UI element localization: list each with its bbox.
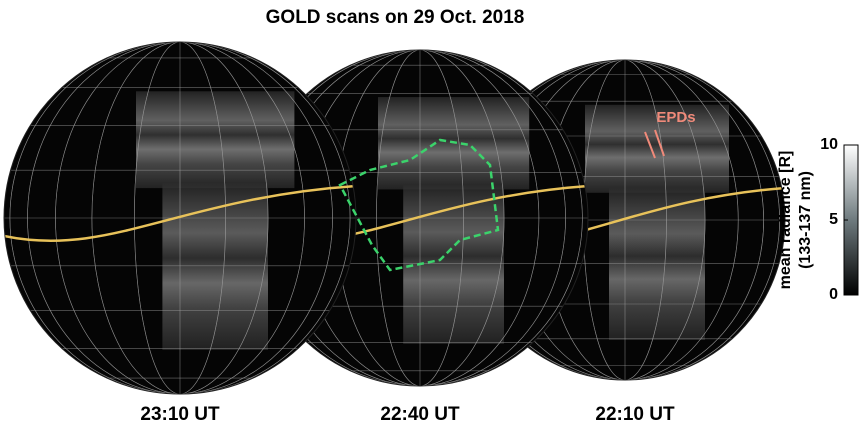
scan-area <box>136 91 295 189</box>
epd-region <box>338 138 500 272</box>
panel-label: 23:10 UT <box>140 404 220 425</box>
scan-area <box>585 104 729 193</box>
annotation: EPDs <box>656 109 695 126</box>
title: GOLD scans on 29 Oct. 2018 <box>266 7 525 28</box>
colorbar-tick-label: 10 <box>820 136 838 153</box>
globe <box>4 42 356 394</box>
panel-label: 22:10 UT <box>595 404 675 425</box>
meridian <box>91 42 269 394</box>
colorbar-label: (133-137 nm) <box>797 171 814 269</box>
colorbar-tick-label: 5 <box>829 211 838 228</box>
meridian <box>55 42 305 394</box>
colorbar-tick-label: 0 <box>829 286 838 303</box>
magnetic-equator <box>4 184 356 243</box>
meridian <box>27 42 333 394</box>
meridian <box>376 50 464 386</box>
annotation-arrows <box>644 129 665 159</box>
meridian <box>9 42 351 394</box>
panel-label: 22:40 UT <box>380 404 460 425</box>
globe-outline <box>3 41 357 395</box>
colorbar-label: mean radiance [R] <box>777 151 794 290</box>
meridian <box>134 42 226 394</box>
